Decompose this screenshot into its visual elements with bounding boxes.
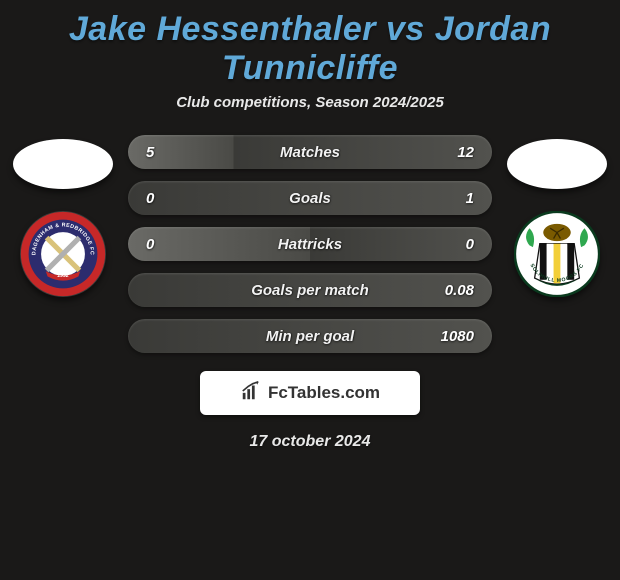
stat-bar: Min per goal 1080 (128, 319, 492, 353)
left-crest: 1992 DAGENHAM & REDBRIDGE FC (20, 211, 106, 297)
stat-label: Goals (289, 190, 331, 207)
left-column: 1992 DAGENHAM & REDBRIDGE FC (8, 127, 118, 297)
stat-label: Goals per match (251, 282, 369, 299)
svg-text:1992: 1992 (57, 273, 69, 279)
vs-text: vs (386, 10, 425, 48)
stats-bars: 5 Matches 12 0 Goals 1 0 Hattricks 0 Goals per ma… (128, 127, 492, 353)
chart-icon (240, 380, 262, 407)
right-flag (507, 139, 607, 189)
comparison-area: 1992 DAGENHAM & REDBRIDGE FC 5 Matches 12 0… (0, 127, 620, 353)
subtitle: Club competitions, Season 2024/2025 (0, 94, 620, 127)
stat-right-value: 0.08 (445, 282, 474, 299)
brand-badge: FcTables.com (200, 371, 420, 415)
stat-bar: Goals per match 0.08 (128, 273, 492, 307)
stat-left-value: 0 (146, 190, 154, 207)
stat-bar: 0 Hattricks 0 (128, 227, 492, 261)
page-title: Jake Hessenthaler vs Jordan Tunnicliffe (0, 0, 620, 94)
stat-bar: 5 Matches 12 (128, 135, 492, 169)
left-flag (13, 139, 113, 189)
date-text: 17 october 2024 (0, 415, 620, 451)
stat-bar: 0 Goals 1 (128, 181, 492, 215)
stat-right-value: 1080 (441, 328, 474, 345)
stat-right-value: 0 (466, 236, 474, 253)
stat-left-value: 5 (146, 144, 154, 161)
stat-right-value: 1 (466, 190, 474, 207)
stat-left-value: 0 (146, 236, 154, 253)
right-crest: SOLIHULL MOORS FC (514, 211, 600, 297)
stat-label: Min per goal (266, 328, 354, 345)
stat-label: Hattricks (278, 236, 342, 253)
brand-text: FcTables.com (268, 383, 380, 403)
stat-right-value: 12 (457, 144, 474, 161)
right-column: SOLIHULL MOORS FC (502, 127, 612, 297)
player1-name: Jake Hessenthaler (69, 10, 376, 48)
stat-label: Matches (280, 144, 340, 161)
